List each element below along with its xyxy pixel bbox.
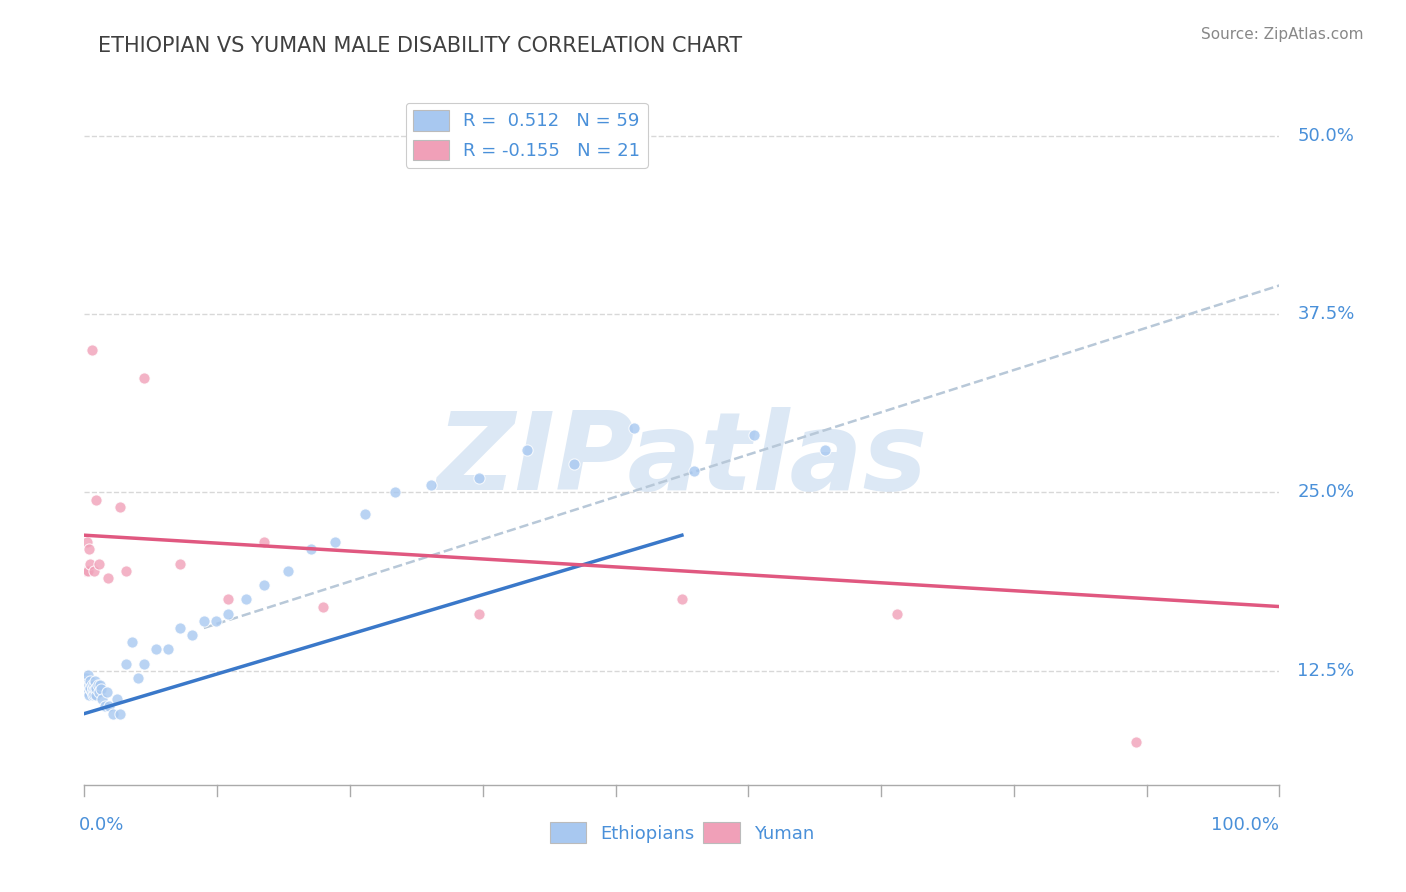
Point [115,564,138,578]
Point [76,673,98,688]
Point [301,542,323,557]
Point [75,671,97,685]
Point [101,706,124,721]
Point [80,343,103,357]
Point [86,681,108,695]
Point [1125,735,1147,749]
Point [193,614,215,628]
Point [79,557,101,571]
Point [217,592,239,607]
Point [354,507,377,521]
Point [157,642,180,657]
Point [83,564,105,578]
Text: 37.5%: 37.5% [1298,305,1355,323]
Point [110,706,132,721]
Point [235,592,257,607]
Point [205,614,228,628]
Point [80,685,103,699]
Point [169,621,191,635]
Text: 50.0%: 50.0% [1298,127,1354,145]
Point [82,688,104,702]
Point [325,535,347,549]
Point [84,682,107,697]
Point [97,571,120,585]
Point [83,687,105,701]
Point [814,442,837,457]
Point [742,428,765,442]
Point [105,692,128,706]
Point [384,485,406,500]
Point [516,442,538,457]
Point [132,371,156,385]
Point [87,685,110,699]
Point [75,564,97,578]
Point [420,478,443,492]
Point [312,599,335,614]
Point [253,535,276,549]
Point [623,421,645,435]
Point [253,578,276,592]
Text: ETHIOPIAN VS YUMAN MALE DISABILITY CORRELATION CHART: ETHIOPIAN VS YUMAN MALE DISABILITY CORRE… [98,36,742,55]
Point [79,673,101,688]
Point [87,557,110,571]
Point [671,592,693,607]
Point [145,642,167,657]
Point [77,668,100,682]
Point [86,688,108,702]
Point [468,607,491,621]
Text: 0.0%: 0.0% [79,816,124,834]
Point [83,678,105,692]
Point [77,685,100,699]
Point [77,678,100,692]
Point [564,457,586,471]
Point [89,678,111,692]
Point [115,657,138,671]
Point [77,688,100,702]
Point [121,635,143,649]
Point [886,607,908,621]
Point [169,557,191,571]
Point [98,699,121,714]
Text: 12.5%: 12.5% [1298,662,1354,680]
Point [181,628,204,642]
Point [96,685,118,699]
Point [80,678,103,692]
Point [77,542,100,557]
Point [84,673,107,688]
Point [132,657,156,671]
Text: 25.0%: 25.0% [1298,483,1354,501]
Point [77,678,100,692]
Point [75,678,97,692]
Point [91,692,114,706]
Point [77,564,100,578]
Point [82,681,104,695]
Point [79,682,101,697]
Point [277,564,299,578]
Point [468,471,491,485]
Point [127,671,149,685]
Point [683,464,706,478]
Text: 100.0%: 100.0% [1212,816,1279,834]
Point [217,607,239,621]
Point [86,678,108,692]
Text: Source: ZipAtlas.com: Source: ZipAtlas.com [1201,27,1364,42]
Legend: Ethiopians, Yuman: Ethiopians, Yuman [543,815,821,850]
Point [76,682,98,697]
Point [76,535,98,549]
Point [93,699,115,714]
Text: ZIPatlas: ZIPatlas [436,407,928,513]
Point [110,500,132,514]
Point [79,681,101,695]
Point [86,492,108,507]
Point [90,682,112,697]
